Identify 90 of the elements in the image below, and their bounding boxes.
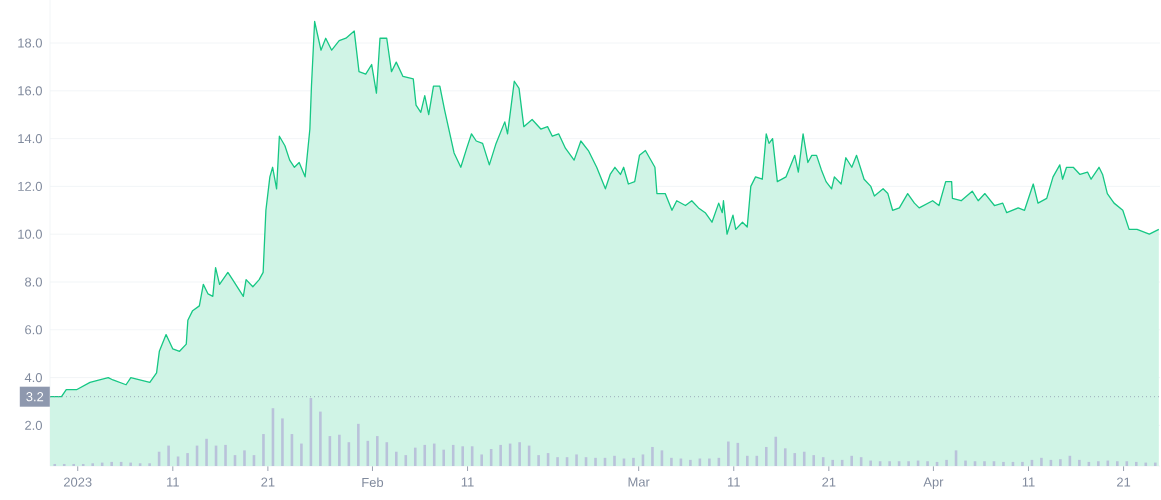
bar	[907, 461, 910, 466]
y-tick-label: 14.0	[18, 134, 42, 144]
bar	[1144, 462, 1148, 466]
bar	[413, 447, 417, 466]
bar	[167, 445, 170, 466]
x-tick-label: 11	[167, 477, 179, 487]
bar	[442, 449, 446, 466]
bar	[262, 434, 265, 466]
x-tick-label: 2023	[63, 477, 92, 487]
bar	[461, 446, 464, 466]
bar	[205, 438, 208, 466]
y-tick-label: 4.0	[24, 372, 42, 383]
bar	[81, 463, 85, 466]
bar	[72, 463, 76, 466]
bar	[727, 441, 730, 466]
y-tick-label: 10.0	[18, 229, 42, 239]
bar	[518, 442, 521, 466]
bar	[1021, 461, 1024, 466]
y-tick-label: 2.0	[25, 420, 42, 430]
bar	[1002, 461, 1005, 466]
bar	[129, 462, 132, 466]
bar	[1116, 461, 1119, 466]
bar	[869, 460, 872, 466]
bar	[243, 450, 246, 466]
y-tick-label: 8.0	[25, 277, 42, 287]
bar	[613, 455, 616, 466]
bar	[945, 459, 948, 466]
bar	[850, 455, 853, 466]
x-tick-label: Apr	[923, 477, 944, 490]
bar	[53, 463, 57, 466]
bar	[319, 411, 322, 466]
bar	[432, 443, 436, 466]
x-tick-label: Mar	[628, 477, 650, 487]
bar	[451, 444, 455, 466]
bar	[224, 444, 227, 466]
y-tick-label: 12.0	[18, 181, 42, 191]
ref-line-label: 3.2	[26, 392, 44, 402]
bar	[783, 448, 787, 466]
bar	[480, 454, 483, 466]
bar	[148, 463, 151, 466]
bar	[338, 434, 341, 466]
bar	[376, 436, 379, 466]
bar	[537, 455, 540, 466]
bar	[831, 459, 834, 466]
x-tick-label: 11	[461, 477, 474, 487]
bar	[186, 453, 189, 466]
bar	[1078, 459, 1081, 466]
bar	[964, 460, 967, 466]
bar	[670, 457, 673, 466]
bar	[812, 455, 816, 466]
bar	[1097, 461, 1100, 466]
bar	[651, 446, 654, 466]
bar	[281, 418, 284, 466]
x-tick-label: 21	[822, 477, 836, 487]
bar	[394, 451, 398, 466]
bar	[1040, 457, 1043, 466]
bar	[1153, 462, 1157, 466]
bar	[575, 454, 578, 466]
y-tick-label: 18.0	[18, 38, 42, 48]
bar	[926, 461, 929, 466]
bar	[888, 461, 891, 466]
bar	[357, 423, 360, 466]
bar	[821, 457, 825, 466]
bar	[774, 436, 778, 466]
bar	[62, 463, 66, 466]
bar	[983, 461, 986, 466]
x-tick-label: 11	[728, 477, 740, 487]
bar	[300, 443, 303, 466]
bar	[110, 461, 113, 466]
y-tick-label: 16.0	[18, 86, 42, 96]
bar	[423, 444, 427, 466]
bar	[404, 455, 408, 466]
bar	[708, 458, 711, 466]
x-tick-label: 11	[1022, 477, 1035, 487]
bar	[632, 457, 635, 466]
x-tick-label: Feb	[362, 477, 384, 488]
bar	[802, 451, 806, 466]
x-tick-label: 21	[261, 477, 275, 487]
bar	[91, 463, 94, 466]
bar	[1134, 461, 1138, 466]
y-tick-label: 6.0	[25, 325, 42, 335]
bar	[689, 459, 692, 466]
bar	[793, 453, 797, 466]
x-tick-label: 21	[1117, 477, 1131, 487]
bar	[499, 444, 502, 466]
bar	[594, 457, 597, 466]
bar	[1059, 459, 1062, 466]
bar	[746, 455, 749, 466]
bar	[764, 446, 768, 466]
bar	[556, 457, 559, 466]
